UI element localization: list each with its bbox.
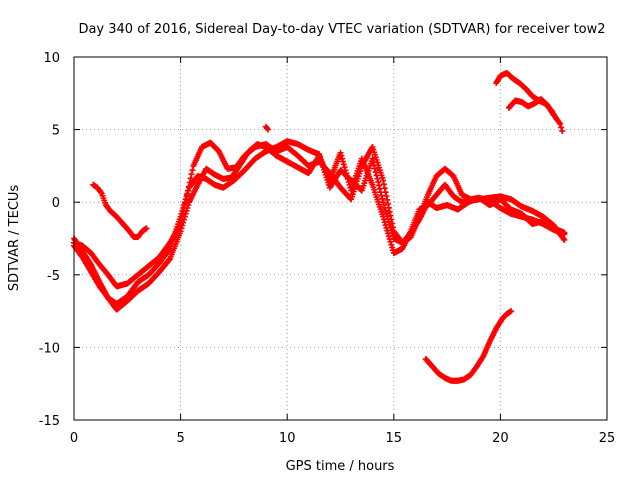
data-point (339, 155, 346, 162)
axis-ticks (73, 56, 608, 421)
data-point (379, 195, 386, 202)
data-point (377, 189, 384, 196)
data-point (339, 158, 346, 165)
y-tick-label: 5 (52, 124, 60, 139)
data-point (560, 235, 567, 242)
data-point (371, 162, 378, 169)
data-point (179, 222, 186, 229)
data-point (181, 199, 188, 206)
data-point (508, 308, 515, 315)
data-point (385, 200, 392, 207)
series-late-inner (505, 96, 557, 119)
data-point (374, 175, 381, 182)
data-point (166, 256, 173, 263)
data-point (182, 196, 189, 203)
data-point (183, 193, 190, 200)
y-axis-label: SDTVAR / TECUs (7, 185, 22, 292)
data-point (561, 236, 568, 243)
data-point (371, 165, 378, 172)
x-tick-label: 0 (70, 431, 78, 446)
y-tick-label: 10 (43, 51, 60, 66)
series-early-arc (90, 181, 150, 241)
data-point (97, 189, 104, 196)
data-point (386, 208, 393, 215)
data-point (184, 190, 191, 197)
data-point (375, 179, 382, 186)
data-point (177, 213, 184, 220)
data-point (265, 126, 272, 133)
series-late-lower (422, 308, 515, 384)
data-point (179, 207, 186, 214)
data-point (378, 192, 385, 199)
data-point (561, 229, 568, 236)
y-tick-label: -5 (47, 269, 60, 284)
data-point (558, 124, 565, 131)
data-point (346, 181, 353, 188)
data-point (178, 210, 185, 217)
y-tick-label: 0 (52, 196, 60, 211)
y-tick-label: -15 (39, 414, 60, 429)
tick-labels: 0 5 10 15 20 25 -15 -10 -5 0 5 10 (39, 51, 616, 446)
series-late-upper (493, 69, 566, 135)
data-point (550, 112, 557, 119)
x-axis-label: GPS time / hours (286, 459, 395, 474)
data-point (380, 177, 387, 184)
data-point (369, 155, 376, 162)
plot-frame (73, 56, 608, 421)
data-point (373, 172, 380, 179)
data-point (185, 187, 192, 194)
y-tick-label: -10 (39, 341, 60, 356)
data-point (380, 181, 387, 188)
data-point (376, 185, 383, 192)
data-point (557, 120, 564, 127)
x-tick-label: 25 (599, 431, 616, 446)
data-point (181, 202, 188, 209)
data-point (337, 149, 344, 156)
data-point (340, 161, 347, 168)
data-point (341, 164, 348, 171)
data-point (556, 119, 563, 126)
chart-title: Day 340 of 2016, Sidereal Day-to-day VTE… (78, 22, 605, 37)
data-point (180, 219, 187, 226)
data-point (338, 152, 345, 159)
x-tick-label: 15 (386, 431, 403, 446)
x-tick-label: 20 (492, 431, 509, 446)
data-point (166, 246, 173, 253)
data-point (376, 182, 383, 189)
data-point (384, 196, 391, 203)
data-point (188, 171, 195, 178)
data-point (189, 167, 196, 174)
series-outlier (262, 123, 272, 133)
x-tick-label: 10 (279, 431, 296, 446)
data-point (143, 225, 150, 232)
data-point (187, 175, 194, 182)
data-point (372, 169, 379, 176)
data-point (370, 158, 377, 165)
series-track-c (71, 138, 568, 307)
data-point (180, 205, 187, 212)
data-points (71, 69, 568, 384)
data-point (559, 128, 566, 135)
x-tick-label: 5 (176, 431, 184, 446)
grid-lines (74, 57, 607, 420)
